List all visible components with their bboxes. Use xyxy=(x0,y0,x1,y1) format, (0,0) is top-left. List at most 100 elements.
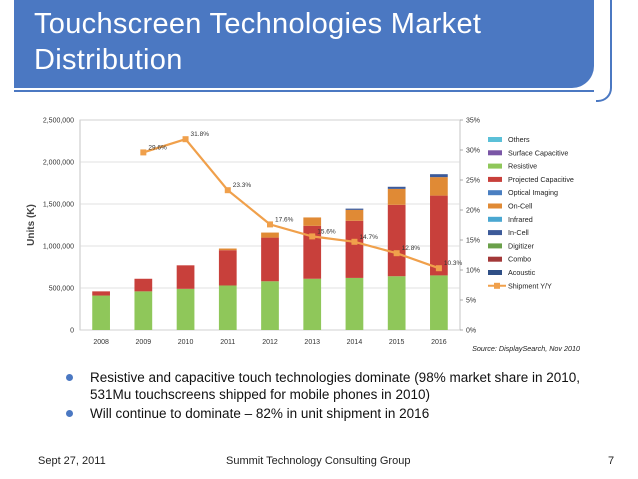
legend-swatch xyxy=(488,137,502,142)
bullet-dot-icon xyxy=(66,410,73,417)
bar-segment xyxy=(92,291,110,296)
line-marker xyxy=(267,221,273,228)
footer-date: Sept 27, 2011 xyxy=(38,455,106,467)
x-tick-label: 2015 xyxy=(389,339,405,346)
line-marker xyxy=(351,238,358,245)
legend-swatch xyxy=(488,176,502,182)
bar-segment xyxy=(303,278,322,330)
line-data-label: 31.8% xyxy=(191,131,210,138)
bar-segment xyxy=(92,295,110,330)
bar-segment xyxy=(387,186,406,189)
y2-tick-label: 15% xyxy=(466,238,480,245)
legend-label: Optical Imaging xyxy=(508,188,558,197)
bar-segment xyxy=(303,225,322,279)
bar-segment xyxy=(430,275,448,330)
title-bar: Touchscreen Technologies Market Distribu… xyxy=(14,0,594,88)
line-marker xyxy=(435,265,442,272)
line-data-label: 14.7% xyxy=(359,234,378,241)
legend-label: Infrared xyxy=(508,215,533,224)
bar-segment xyxy=(134,278,153,292)
y-tick-label: 1,500,000 xyxy=(43,202,74,209)
bar-segment xyxy=(303,217,322,226)
legend-label: In-Cell xyxy=(508,228,529,237)
legend-line-marker xyxy=(494,282,500,289)
y2-tick-label: 35% xyxy=(466,118,480,125)
bullet-dot-icon xyxy=(66,374,73,381)
y2-tick-label: 25% xyxy=(466,178,480,185)
legend-swatch xyxy=(488,270,502,275)
shipment-yy-line xyxy=(143,137,440,270)
y2-tick-label: 30% xyxy=(466,148,480,155)
x-tick-label: 2008 xyxy=(93,339,109,346)
line-marker xyxy=(224,187,231,194)
line-marker xyxy=(309,233,316,240)
title-underline xyxy=(14,90,594,92)
market-distribution-chart: 0 500,000 1,000,000 1,500,000 2,000,000 2,500… xyxy=(26,118,580,354)
x-tick-label: 2012 xyxy=(262,339,278,346)
x-tick-label: 2013 xyxy=(304,339,320,346)
legend-swatch xyxy=(488,150,502,156)
bar-segment xyxy=(176,265,195,289)
bar-segment xyxy=(430,177,448,196)
legend-swatch xyxy=(488,190,502,196)
bullet-item: Resistive and capacitive touch technolog… xyxy=(64,369,594,403)
slide-title: Touchscreen Technologies Market Distribu… xyxy=(34,8,482,76)
legend-label: Digitizer xyxy=(508,241,535,250)
bar-segment xyxy=(430,195,448,276)
x-tick-label: 2014 xyxy=(347,339,363,346)
line-data-label: 10.3% xyxy=(444,260,463,267)
bullet-item: Will continue to dominate – 82% in unit … xyxy=(64,405,594,422)
legend-label: Surface Capacitive xyxy=(508,148,568,157)
y2-tick-label: 5% xyxy=(466,298,476,305)
bar-segment xyxy=(218,250,237,286)
legend-swatch xyxy=(488,216,502,222)
x-tick-label: 2016 xyxy=(431,339,447,346)
y-tick-label: 2,000,000 xyxy=(43,160,74,167)
bar-segment xyxy=(176,288,195,330)
bar-segment xyxy=(261,237,279,282)
page-number: 7 xyxy=(608,455,615,467)
legend-swatch xyxy=(488,243,502,249)
legend-swatch xyxy=(488,256,502,262)
decorative-frame xyxy=(596,0,612,102)
bar-segment xyxy=(387,276,406,330)
y-tick-label: 1,000,000 xyxy=(43,244,74,251)
line-data-label: 12.8% xyxy=(402,245,421,252)
legend-swatch xyxy=(488,203,502,209)
bar-segment xyxy=(387,204,406,277)
x-tick-label: 2010 xyxy=(178,339,194,346)
legend-label: Resistive xyxy=(508,162,537,171)
bar-segment xyxy=(345,277,364,330)
x-tick-label: 2011 xyxy=(220,339,235,346)
legend-label: Acoustic xyxy=(508,268,536,277)
bullet-text: Will continue to dominate – 82% in unit … xyxy=(90,406,430,421)
bar-segment xyxy=(218,248,237,251)
chart-source: Source: DisplaySearch, Nov 2010 xyxy=(472,344,580,353)
legend-label: Others xyxy=(508,135,530,144)
line-data-label: 17.6% xyxy=(275,216,294,223)
legend-swatch xyxy=(488,163,502,169)
bullet-text: Resistive and capacitive touch technolog… xyxy=(90,370,581,402)
line-data-label: 23.3% xyxy=(233,182,252,189)
bar-segment xyxy=(430,174,448,178)
footer-organization: Summit Technology Consulting Group xyxy=(226,455,411,467)
bar-segment xyxy=(261,232,279,238)
legend-swatch xyxy=(488,230,502,236)
legend-label: Shipment Y/Y xyxy=(508,281,552,290)
line-data-label: 29.6% xyxy=(148,144,167,151)
bar-segment xyxy=(261,281,279,330)
bar-segment xyxy=(345,209,364,221)
bar-segment xyxy=(345,208,364,210)
line-marker xyxy=(182,136,189,143)
line-marker xyxy=(393,250,400,257)
y-tick-label: 2,500,000 xyxy=(43,118,74,125)
y2-tick-label: 20% xyxy=(466,208,480,215)
x-tick-label: 2009 xyxy=(136,339,152,346)
y-axis-label: Units (K) xyxy=(26,204,37,246)
legend-label: On-Cell xyxy=(508,202,533,211)
y-tick-label: 500,000 xyxy=(49,286,74,293)
y2-tick-label: 0% xyxy=(466,328,476,335)
line-marker xyxy=(140,149,147,156)
bar-segment xyxy=(134,291,153,330)
y2-tick-label: 10% xyxy=(466,268,480,275)
